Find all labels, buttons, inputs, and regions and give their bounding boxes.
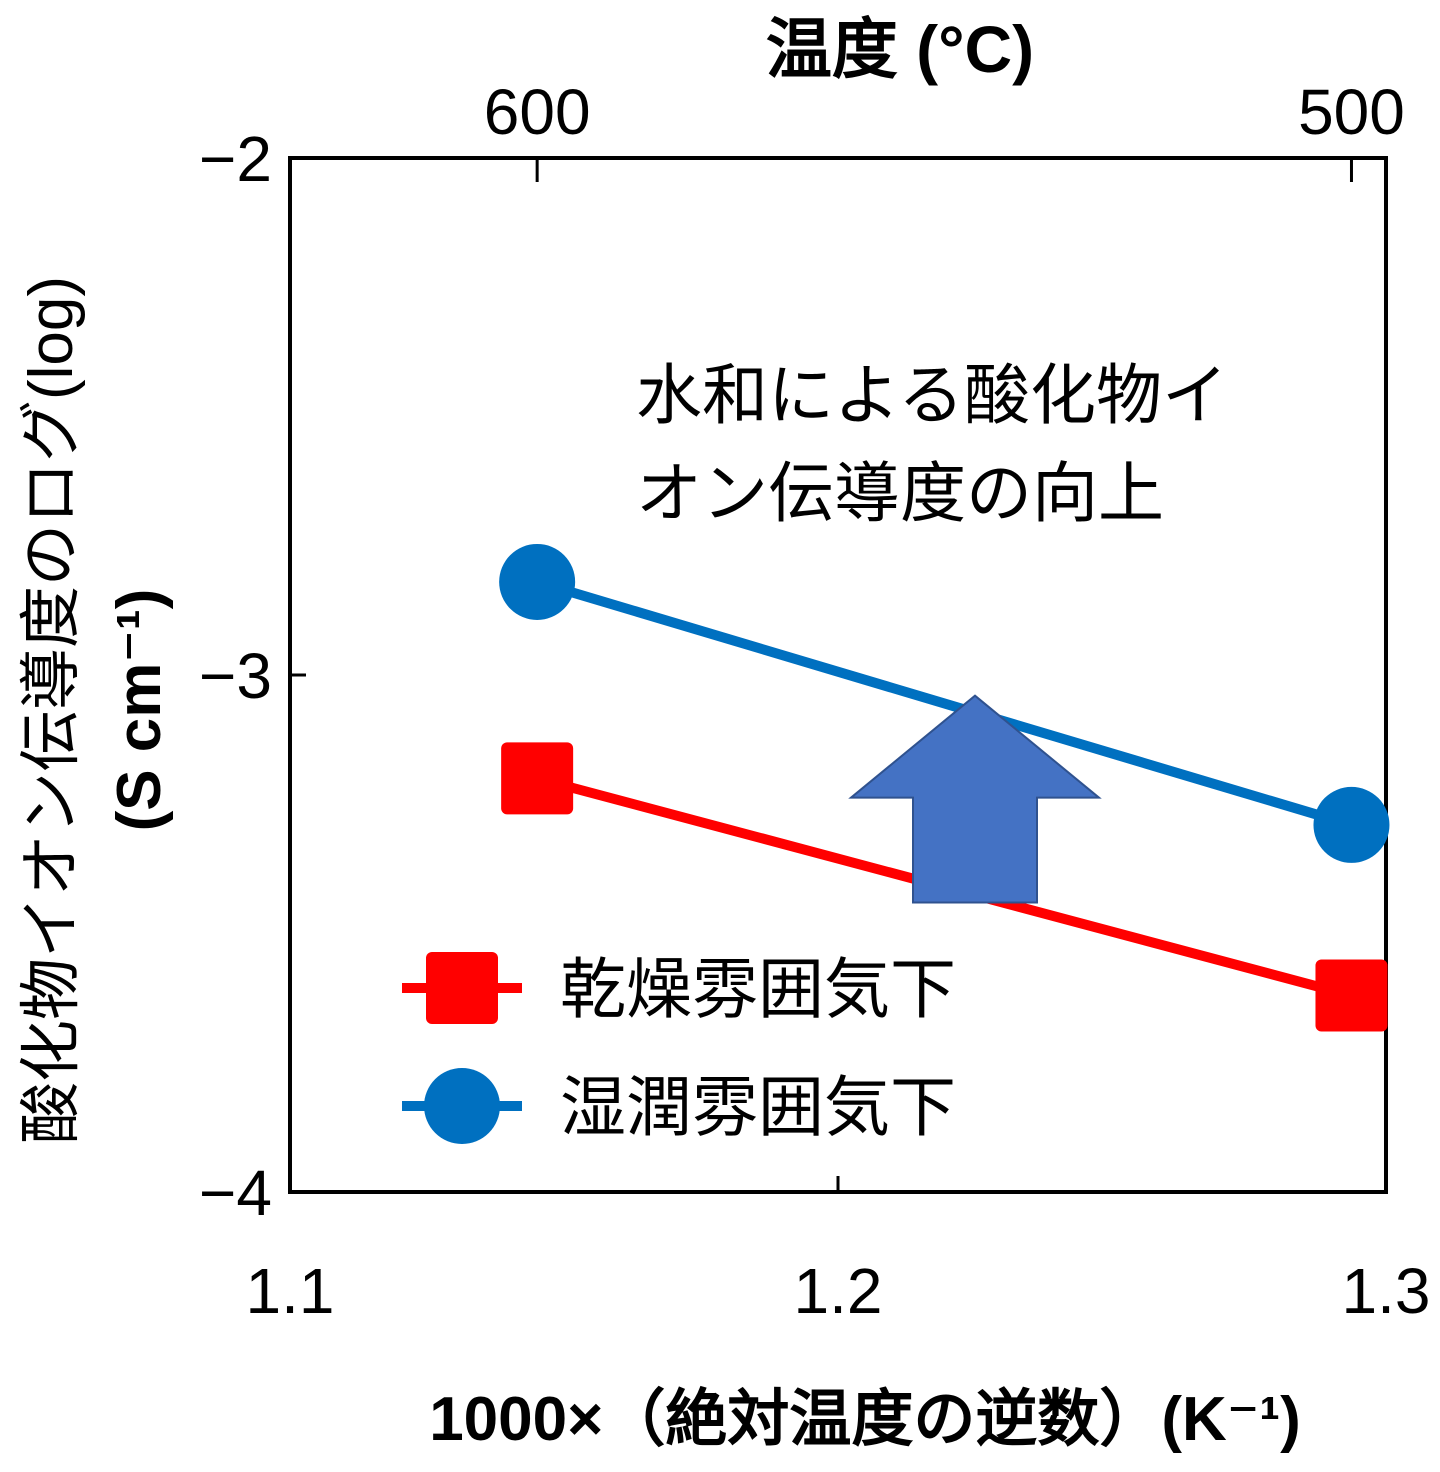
data-point bbox=[501, 742, 574, 815]
legend-label: 湿潤雰囲気下 bbox=[560, 1070, 956, 1144]
legend-marker bbox=[426, 952, 498, 1024]
top-tick-label: 600 bbox=[484, 76, 591, 148]
annotation-line-1: 水和による酸化物イ bbox=[636, 358, 1228, 432]
y-tick-label: −2 bbox=[199, 123, 272, 195]
annotation-line-2: オン伝導度の向上 bbox=[636, 456, 1164, 530]
y-axis-title-line-2: (S cm⁻¹) bbox=[105, 589, 174, 832]
y-axis-title-line-1: 酸化物イオン伝導度のログ(log) bbox=[17, 276, 86, 1144]
x-axis-title: 1000×（絶対温度の逆数）(K⁻¹) bbox=[429, 1384, 1301, 1454]
data-point bbox=[1313, 786, 1390, 863]
data-point bbox=[1315, 959, 1388, 1032]
y-axis-ticks: −2 −3 −4 bbox=[199, 123, 306, 1229]
increase-arrow-icon bbox=[848, 694, 1102, 904]
legend-marker bbox=[424, 1068, 500, 1144]
top-tick-label: 500 bbox=[1298, 76, 1405, 148]
y-tick-label: −4 bbox=[199, 1157, 272, 1229]
top-axis-title: 温度 (°C) bbox=[766, 12, 1034, 86]
series-humid bbox=[499, 543, 1390, 863]
x-tick-label: 1.3 bbox=[1342, 1255, 1431, 1327]
y-tick-label: −3 bbox=[199, 640, 272, 712]
series-line bbox=[535, 577, 1353, 830]
x-axis-ticks: 1.1 1.2 1.3 bbox=[246, 1176, 1431, 1327]
legend-item: 乾燥雰囲気下 bbox=[402, 952, 956, 1026]
series-layer bbox=[499, 543, 1390, 1032]
top-axis-ticks: 600 500 bbox=[484, 76, 1405, 182]
legend-item: 湿潤雰囲気下 bbox=[402, 1068, 956, 1144]
legend-label: 乾燥雰囲気下 bbox=[560, 952, 956, 1026]
x-tick-label: 1.2 bbox=[794, 1255, 883, 1327]
x-tick-label: 1.1 bbox=[246, 1255, 335, 1327]
data-point bbox=[499, 543, 576, 620]
